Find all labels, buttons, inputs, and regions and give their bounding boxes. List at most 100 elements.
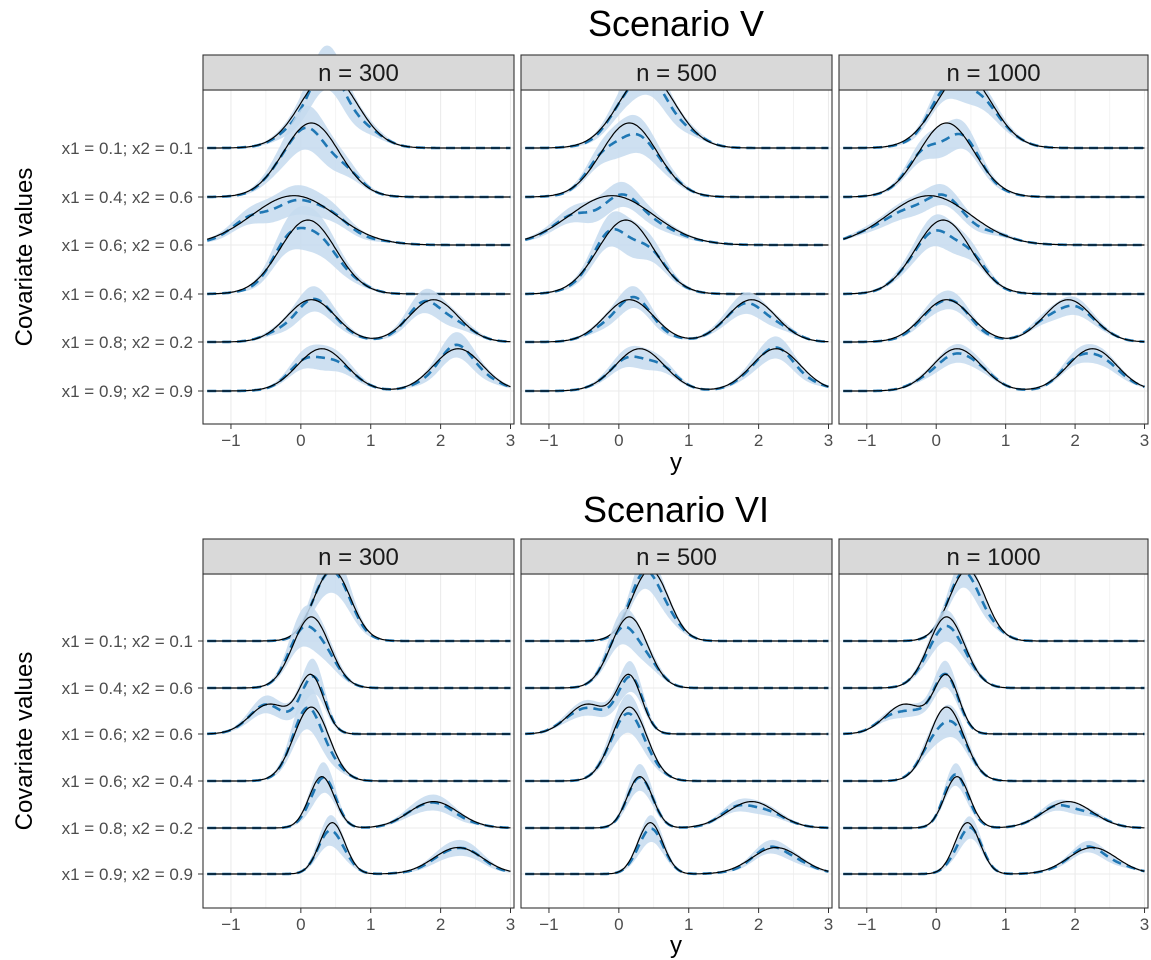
true-density-line xyxy=(843,299,1145,343)
x-axis-title: y xyxy=(670,932,682,959)
x-tick-label: 3 xyxy=(824,431,833,450)
y-tick-label: x1 = 0.6; x2 = 0.6 xyxy=(62,725,193,744)
x-tick-label: 1 xyxy=(684,431,693,450)
true-density-line xyxy=(843,195,1145,246)
credible-band xyxy=(525,552,829,641)
chart-block-2: Scenario VI Covariate values y x1 = 0.1; x2… xyxy=(11,489,1149,959)
true-density-line xyxy=(207,821,511,875)
credible-band xyxy=(525,815,829,874)
x-tick-label: 3 xyxy=(1140,915,1149,934)
x-tick-label: −1 xyxy=(539,915,558,934)
true-density-line xyxy=(843,348,1145,392)
y-tick-label: x1 = 0.9; x2 = 0.9 xyxy=(62,382,193,401)
x-tick-label: 2 xyxy=(436,431,445,450)
x-tick-label: 3 xyxy=(824,915,833,934)
x-tick-label: 0 xyxy=(296,431,305,450)
credible-band xyxy=(843,290,1145,342)
true-density-line xyxy=(525,122,829,198)
chart-block-1: Scenario V Covariate values y x1 = 0.1; x2 … xyxy=(11,3,1149,476)
true-density-line xyxy=(525,219,829,295)
true-density-line xyxy=(843,706,1145,782)
true-density-line xyxy=(207,73,511,149)
credible-band xyxy=(843,556,1145,641)
y-tick-label: x1 = 0.6; x2 = 0.6 xyxy=(62,236,193,255)
x-tick-label: 0 xyxy=(614,915,623,934)
x-tick-label: 1 xyxy=(366,915,375,934)
x-tick-label: 1 xyxy=(366,431,375,450)
true-density-line xyxy=(207,569,511,642)
facet-strip xyxy=(520,538,833,575)
credible-band xyxy=(525,211,829,294)
x-tick-label: 2 xyxy=(1070,431,1079,450)
x-tick-label: 2 xyxy=(754,915,763,934)
true-density-line xyxy=(843,122,1145,198)
x-tick-label: 2 xyxy=(1070,915,1079,934)
facet-strip xyxy=(202,54,515,91)
true-density-line xyxy=(207,616,511,689)
true-density-line xyxy=(207,348,511,392)
y-tick-label: x1 = 0.8; x2 = 0.2 xyxy=(62,333,193,352)
y-tick-label: x1 = 0.8; x2 = 0.2 xyxy=(62,819,193,838)
facet-panel-2: n = 500 −1 0 1 2 3 xyxy=(520,538,833,934)
credible-band xyxy=(525,764,829,828)
credible-band xyxy=(207,105,511,197)
credible-band xyxy=(207,658,511,734)
true-density-line xyxy=(207,219,511,295)
true-density-line xyxy=(525,348,829,392)
true-density-line xyxy=(525,673,829,735)
x-tick-label: 0 xyxy=(931,431,940,450)
facet-panel-3: n = 1000 −1 0 1 2 3 xyxy=(838,54,1149,450)
x-tick-label: −1 xyxy=(857,431,876,450)
true-density-line xyxy=(207,195,511,246)
facet-strip-label: n = 1000 xyxy=(946,60,1040,87)
y-tick-label: x1 = 0.9; x2 = 0.9 xyxy=(62,865,193,884)
true-density-line xyxy=(207,706,511,782)
x-tick-label: 0 xyxy=(296,915,305,934)
facet-strip-label: n = 1000 xyxy=(946,544,1040,571)
credible-band xyxy=(207,332,511,391)
facet-panel-1: n = 300 −1 0 1 2 3 xyxy=(202,45,515,450)
y-tick-label: x1 = 0.6; x2 = 0.4 xyxy=(62,772,193,791)
true-density-line xyxy=(525,821,829,875)
credible-band xyxy=(207,45,511,148)
true-density-line xyxy=(843,219,1145,295)
posterior-mean-line xyxy=(843,298,1145,344)
chart-title: Scenario VI xyxy=(583,489,769,530)
facet-strip xyxy=(838,54,1149,91)
y-axis-title: Covariate values xyxy=(11,168,38,347)
true-density-line xyxy=(843,569,1145,642)
x-tick-label: 1 xyxy=(1001,915,1010,934)
facet-strip-label: n = 500 xyxy=(636,60,717,87)
facet-strip-label: n = 500 xyxy=(636,544,717,571)
credible-band xyxy=(843,816,1145,874)
y-tick-label: x1 = 0.4; x2 = 0.6 xyxy=(62,679,193,698)
credible-band xyxy=(207,206,511,294)
true-density-line xyxy=(207,775,511,829)
true-density-line xyxy=(843,616,1145,689)
y-tick-label: x1 = 0.4; x2 = 0.6 xyxy=(62,188,193,207)
facet-strip xyxy=(838,538,1149,575)
x-tick-label: 2 xyxy=(436,915,445,934)
x-tick-label: −1 xyxy=(221,431,240,450)
facet-strip xyxy=(202,538,515,575)
x-tick-label: 2 xyxy=(754,431,763,450)
chart-title: Scenario V xyxy=(588,3,764,44)
true-density-line xyxy=(843,775,1145,829)
true-density-line xyxy=(525,299,829,343)
y-tick-label: x1 = 0.1; x2 = 0.1 xyxy=(62,632,193,651)
x-tick-label: 1 xyxy=(1001,431,1010,450)
true-density-line xyxy=(843,673,1145,735)
x-tick-label: 3 xyxy=(1140,431,1149,450)
true-density-line xyxy=(525,195,829,246)
facet-strip-label: n = 300 xyxy=(318,60,399,87)
true-density-line xyxy=(525,73,829,149)
facet-panel-2: n = 500 −1 0 1 2 3 xyxy=(520,54,833,450)
x-tick-label: 3 xyxy=(506,915,515,934)
facet-panel-3: n = 1000 −1 0 1 2 3 xyxy=(838,538,1149,934)
x-tick-label: −1 xyxy=(539,431,558,450)
true-density-line xyxy=(525,616,829,689)
true-density-line xyxy=(843,821,1145,875)
credible-band xyxy=(525,661,829,734)
facet-panel-1: n = 300 −1 0 1 2 3 xyxy=(202,538,515,934)
